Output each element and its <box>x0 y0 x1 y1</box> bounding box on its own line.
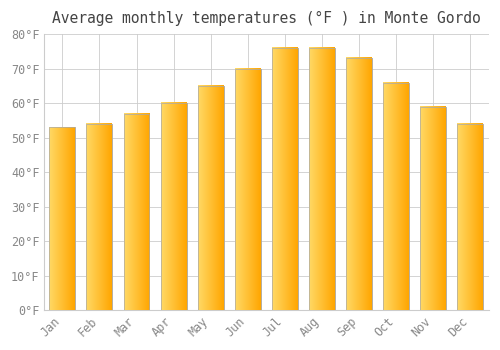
Bar <box>235 69 261 310</box>
Bar <box>160 103 186 310</box>
Bar <box>272 48 298 310</box>
Bar <box>420 107 446 310</box>
Bar <box>86 124 113 310</box>
Title: Average monthly temperatures (°F ) in Monte Gordo: Average monthly temperatures (°F ) in Mo… <box>52 11 480 26</box>
Bar <box>272 48 298 310</box>
Bar <box>160 103 186 310</box>
Bar <box>86 124 113 310</box>
Bar <box>309 48 335 310</box>
Bar <box>124 114 150 310</box>
Bar <box>458 124 483 310</box>
Bar <box>235 69 261 310</box>
Bar <box>50 127 76 310</box>
Bar <box>383 83 409 310</box>
Bar <box>346 58 372 310</box>
Bar <box>458 124 483 310</box>
Bar <box>420 107 446 310</box>
Bar <box>50 127 76 310</box>
Bar <box>124 114 150 310</box>
Bar <box>383 83 409 310</box>
Bar <box>198 86 224 310</box>
Bar <box>346 58 372 310</box>
Bar <box>198 86 224 310</box>
Bar <box>309 48 335 310</box>
